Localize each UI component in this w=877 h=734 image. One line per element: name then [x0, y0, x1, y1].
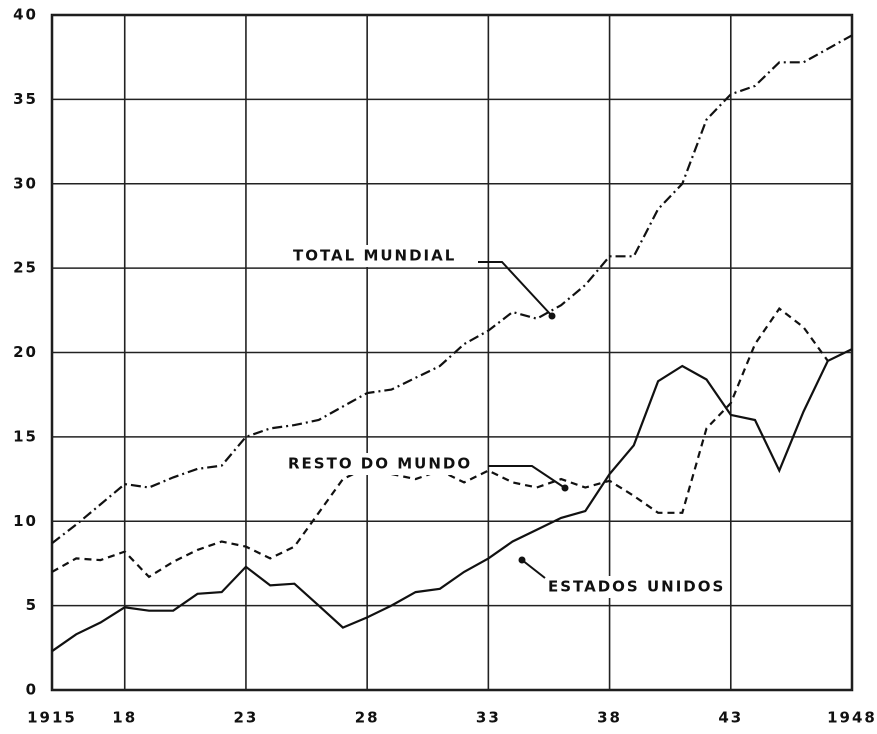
leader-line: [521, 559, 546, 579]
arrow-head: [561, 484, 569, 492]
x-tick-label: 23: [234, 709, 259, 727]
y-tick-label: 20: [13, 343, 38, 361]
x-tick-label: 1948: [827, 709, 877, 727]
leader-line: [488, 465, 566, 489]
series-line: [51, 307, 829, 579]
y-tick-label: 15: [13, 427, 38, 445]
series-label: ESTADOS UNIDOS: [548, 578, 725, 596]
y-tick-label: 25: [13, 259, 38, 277]
x-tick-label: 33: [476, 709, 501, 727]
x-tick-label: 38: [597, 709, 622, 727]
series-line: [51, 348, 853, 653]
y-tick-label: 5: [26, 596, 38, 614]
y-tick-label: 35: [13, 90, 38, 108]
leader-line: [478, 261, 553, 317]
x-tick-label: 18: [112, 709, 137, 727]
x-tick-label: 43: [718, 709, 743, 727]
label-bg: [289, 245, 461, 267]
arrow-head: [548, 312, 556, 320]
series-label: RESTO DO MUNDO: [288, 455, 472, 473]
y-tick-label: 40: [13, 6, 38, 24]
x-tick-label: 1915: [27, 709, 77, 727]
y-tick-label: 10: [13, 512, 38, 530]
y-tick-label: 30: [13, 174, 38, 192]
label-bg: [284, 453, 477, 475]
y-tick-label: 0: [26, 681, 38, 699]
label-bg: [544, 576, 730, 598]
x-tick-label: 28: [355, 709, 380, 727]
series-label: TOTAL MUNDIAL: [293, 247, 456, 265]
arrow-head: [518, 556, 526, 564]
